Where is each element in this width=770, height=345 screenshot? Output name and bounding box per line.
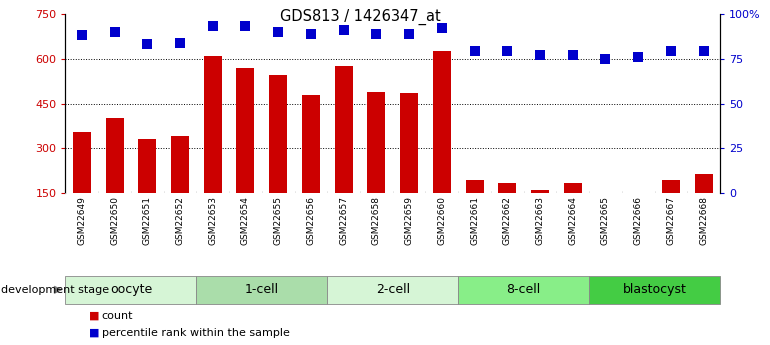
Text: 8-cell: 8-cell xyxy=(507,283,541,296)
Point xyxy=(370,31,383,36)
Point xyxy=(567,52,579,58)
Bar xyxy=(139,139,156,238)
Text: oocyte: oocyte xyxy=(110,283,152,296)
Text: GSM22652: GSM22652 xyxy=(176,196,185,245)
Bar xyxy=(498,183,516,238)
Point xyxy=(174,40,186,45)
Bar xyxy=(327,276,458,304)
Text: GSM22654: GSM22654 xyxy=(241,196,250,245)
Point xyxy=(436,26,448,31)
Point xyxy=(239,23,252,29)
Bar xyxy=(564,183,581,238)
Bar xyxy=(204,56,222,238)
Point xyxy=(665,49,677,54)
Text: GSM22662: GSM22662 xyxy=(503,196,512,245)
Text: 2-cell: 2-cell xyxy=(376,283,410,296)
Point xyxy=(141,41,153,47)
Point xyxy=(337,27,350,33)
Text: GSM22649: GSM22649 xyxy=(77,196,86,245)
Bar xyxy=(171,136,189,238)
Text: 1-cell: 1-cell xyxy=(245,283,279,296)
Bar xyxy=(531,190,549,238)
Point xyxy=(206,23,219,29)
Text: GSM22668: GSM22668 xyxy=(699,196,708,245)
Text: GSM22660: GSM22660 xyxy=(437,196,447,245)
Text: GSM22665: GSM22665 xyxy=(601,196,610,245)
Text: percentile rank within the sample: percentile rank within the sample xyxy=(102,328,290,338)
Text: GSM22658: GSM22658 xyxy=(372,196,381,245)
Point xyxy=(599,56,611,61)
Text: GSM22655: GSM22655 xyxy=(273,196,283,245)
Bar xyxy=(335,66,353,238)
Bar xyxy=(270,75,287,238)
Point xyxy=(75,32,88,38)
Bar xyxy=(433,51,450,238)
Text: count: count xyxy=(102,311,133,321)
Text: blastocyst: blastocyst xyxy=(623,283,686,296)
Text: ■: ■ xyxy=(89,311,99,321)
Bar xyxy=(236,68,254,238)
Bar xyxy=(302,95,320,238)
Point xyxy=(272,29,284,34)
Text: GSM22650: GSM22650 xyxy=(110,196,119,245)
Bar xyxy=(695,174,712,238)
Bar xyxy=(458,276,589,304)
Text: GSM22651: GSM22651 xyxy=(142,196,152,245)
Point xyxy=(403,31,415,36)
Text: GSM22666: GSM22666 xyxy=(634,196,643,245)
Bar xyxy=(105,118,123,238)
Text: ■: ■ xyxy=(89,328,99,338)
Bar xyxy=(65,276,196,304)
Text: GSM22664: GSM22664 xyxy=(568,196,578,245)
Text: GSM22667: GSM22667 xyxy=(666,196,675,245)
Bar xyxy=(73,132,91,238)
Bar xyxy=(589,276,720,304)
Text: GDS813 / 1426347_at: GDS813 / 1426347_at xyxy=(280,9,440,25)
Text: GSM22656: GSM22656 xyxy=(306,196,316,245)
Point xyxy=(698,49,710,54)
Bar xyxy=(466,180,484,238)
Bar xyxy=(367,91,385,238)
Text: GSM22661: GSM22661 xyxy=(470,196,479,245)
Bar xyxy=(662,180,680,238)
Point xyxy=(534,52,546,58)
Point xyxy=(305,31,317,36)
Point xyxy=(632,54,644,60)
Bar xyxy=(196,276,327,304)
Text: GSM22663: GSM22663 xyxy=(535,196,544,245)
Point xyxy=(109,29,121,34)
Text: GSM22653: GSM22653 xyxy=(208,196,217,245)
Bar xyxy=(400,93,418,238)
Text: development stage: development stage xyxy=(1,285,109,295)
Text: GSM22657: GSM22657 xyxy=(339,196,348,245)
Text: GSM22659: GSM22659 xyxy=(404,196,413,245)
Bar xyxy=(597,193,614,238)
Point xyxy=(501,49,514,54)
Bar xyxy=(629,193,647,238)
Point xyxy=(468,49,480,54)
